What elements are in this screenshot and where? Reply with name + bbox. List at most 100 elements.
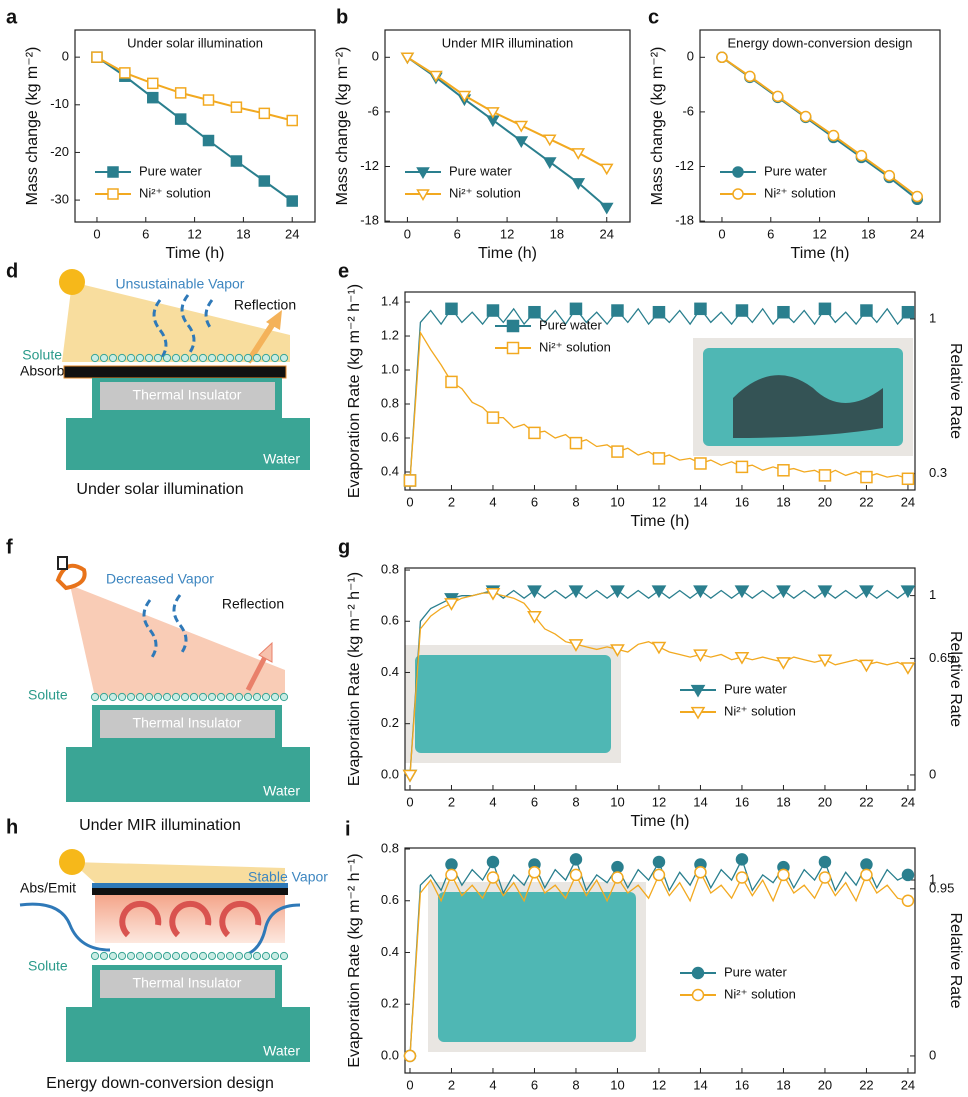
marker [884,171,894,181]
marker [861,869,872,880]
marker [745,71,755,81]
x-tick-label: 22 [859,794,873,809]
marker [736,872,747,883]
solute-grain [244,952,251,959]
y-axis-label: Evaporation Rate (kg m⁻² h⁻¹) [346,284,363,498]
x-tick-label: 14 [693,494,707,509]
marker [653,453,664,464]
y2-tick-label: 0.95 [929,880,954,895]
x-tick-label: 6 [142,226,149,241]
solute-grain [271,693,278,700]
x-tick-label: 2 [448,494,455,509]
solute-grain [91,693,98,700]
marker [653,586,665,596]
solute-grain [154,952,161,959]
y2-axis-label: Relative Rate [947,343,964,439]
solute-label: Solute [28,958,68,974]
solute-grain [235,693,242,700]
insulator-label: Thermal Insulator [133,715,242,731]
sun [59,849,85,875]
water-label: Water [263,783,300,799]
marker [528,586,540,596]
marker [445,599,457,609]
marker [695,303,706,314]
y-tick-label: 1.4 [381,293,399,308]
marker [612,446,623,457]
marker [653,856,664,867]
water-label: Water [263,1043,300,1059]
solute-grain [154,354,161,361]
photo-sample [415,655,611,753]
solute-grain [253,693,260,700]
marker [912,192,922,202]
solute-grain [190,952,197,959]
marker [446,869,457,880]
marker [446,303,457,314]
x-tick-label: 8 [572,494,579,509]
vapor-label: Unsustainable Vapor [116,276,245,292]
marker [778,465,789,476]
chart-title: Energy down-conversion design [728,35,913,50]
y-tick-label: 0.8 [381,561,399,576]
marker [487,872,498,883]
solute-grain [100,952,107,959]
marker [653,307,664,318]
marker [861,472,872,483]
marker [404,475,415,486]
legend-marker [733,189,743,199]
legend-label: Ni²⁺ solution [539,339,611,354]
legend-label: Pure water [539,317,603,332]
solute-grain [172,952,179,959]
legend-marker [108,189,118,199]
marker [231,102,241,112]
x-tick-label: 4 [489,1077,496,1092]
lamp-bulb [58,557,67,569]
marker [573,149,584,159]
marker [611,586,623,596]
marker [902,473,913,484]
solute-grain [172,354,179,361]
y-tick-label: 0 [62,49,69,64]
y-tick-label: 0 [372,49,379,64]
x-tick-label: 4 [489,794,496,809]
x-tick-label: 24 [901,1077,915,1092]
marker [231,156,241,166]
y2-tick-label: 0.3 [929,465,947,480]
marker [695,867,706,878]
legend-marker [733,167,743,177]
solute-label: Solute [22,347,62,363]
y-axis-label: Evaporation Rate (kg m⁻² h⁻¹) [346,572,363,786]
panel-letter: i [345,818,351,840]
caption: Under MIR illumination [79,817,241,834]
marker [736,305,747,316]
x-tick-label: 12 [652,1077,666,1092]
marker [778,307,789,318]
solute-grain [280,952,287,959]
figure: d Unsustainable Vapor Reflection Solute … [0,0,968,1097]
marker [570,854,581,865]
panel-letter: c [648,6,659,28]
marker [487,856,498,867]
legend-label: Pure water [764,163,828,178]
y-tick-label: 0.4 [381,944,399,959]
x-tick-label: 0 [406,794,413,809]
x-tick-label: 10 [610,794,624,809]
solute-grain [271,952,278,959]
y-axis-label: Mass change (kg m⁻²) [24,47,41,206]
x-tick-label: 2 [448,1077,455,1092]
marker [176,114,186,124]
marker [860,660,872,670]
solute-grain [100,354,107,361]
x-tick-label: 14 [693,1077,707,1092]
y2-axis-label: Relative Rate [947,631,964,727]
solute-grain [181,354,188,361]
y-tick-label: -20 [50,144,69,159]
marker [861,305,872,316]
marker [148,93,158,103]
y2-tick-label: 1 [929,310,936,325]
marker [612,305,623,316]
marker [402,53,413,63]
marker [404,770,416,780]
solute-grain [190,693,197,700]
marker [570,303,581,314]
